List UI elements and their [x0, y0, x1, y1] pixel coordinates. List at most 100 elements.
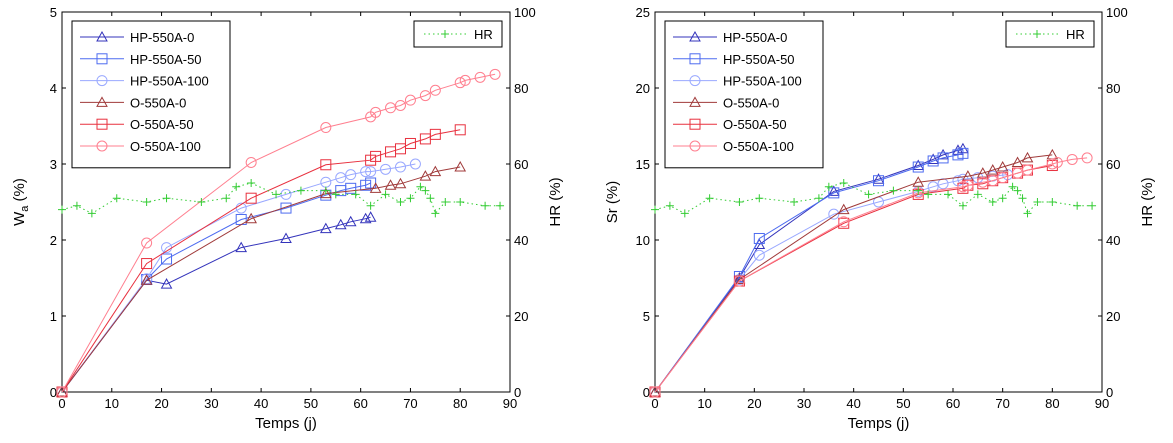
data-point-o-550a-100	[141, 237, 153, 249]
data-point-o-550a-0	[649, 385, 661, 397]
series-line-hp-550a-100	[654, 174, 1008, 393]
y2-tick-label: 20	[514, 309, 528, 324]
data-point-o-550a-0	[429, 165, 442, 177]
data-point-hr	[272, 190, 281, 199]
legend-marker	[96, 140, 108, 152]
data-point-o-550a-0	[1021, 151, 1034, 163]
y-tick-label: 5	[643, 309, 650, 324]
legend-marker	[689, 30, 701, 42]
series-hr	[58, 179, 505, 218]
data-point-hr	[1048, 198, 1057, 206]
data-point-hr	[441, 198, 450, 206]
legend-marker	[689, 53, 701, 65]
legend-label: O-550A-50	[723, 117, 787, 132]
y2-tick-label: 20	[1106, 309, 1120, 324]
series-line-hp-550a-50	[61, 182, 371, 393]
data-point-hp-550a-100	[828, 208, 840, 220]
x-tick-label: 10	[105, 396, 119, 411]
legend-marker	[96, 118, 108, 130]
data-point-hr	[814, 194, 823, 203]
series-line-hp-550a-50	[654, 152, 964, 393]
data-point-hp-550a-100	[927, 181, 939, 193]
x-tick-label: 80	[453, 396, 467, 411]
data-point-o-550a-100	[459, 74, 471, 86]
data-point-hr	[197, 198, 206, 206]
data-point-hp-550a-0	[872, 173, 885, 184]
data-point-o-550a-100	[454, 77, 466, 89]
data-point-o-550a-100	[489, 68, 501, 80]
data-point-hp-550a-50	[957, 147, 969, 159]
data-point-hr	[351, 190, 360, 199]
data-point-o-550a-0	[245, 212, 258, 224]
data-point-hp-550a-100	[335, 172, 347, 184]
data-point-hp-550a-0	[912, 159, 925, 171]
data-point-hp-550a-50	[345, 182, 357, 194]
legend-entry-hp-550a-50: HP-550A-50	[80, 52, 202, 67]
series-o-550a-100	[649, 152, 1093, 398]
data-point-hr	[735, 198, 744, 206]
data-point-o-550a-0	[912, 176, 925, 187]
series-line-o-550a-0	[654, 154, 1053, 393]
legend-label: O-550A-0	[723, 95, 779, 110]
legend-entry-o-550a-50: O-550A-50	[80, 117, 194, 132]
data-point-o-550a-0	[419, 170, 432, 181]
x-tick-label: 0	[58, 396, 65, 411]
data-point-hr	[396, 198, 405, 206]
data-point-hr	[755, 194, 764, 203]
legend-entry-hp-550a-100: HP-550A-100	[80, 74, 209, 89]
data-point-hr	[232, 182, 241, 191]
x-tick-label: 20	[747, 396, 761, 411]
series-line-o-550a-100	[61, 73, 496, 393]
data-point-o-550a-0	[56, 385, 68, 397]
data-point-hr	[1023, 209, 1032, 218]
data-point-hr	[426, 194, 435, 203]
y-tick-label: 3	[50, 157, 57, 172]
data-point-o-550a-100	[733, 275, 745, 287]
data-point-hp-550a-0	[359, 212, 372, 224]
data-point-hr	[406, 194, 415, 203]
chart-wa-vs-time: 0 10 20 30 40 50 60 70 80 90012345020406080100Tem…	[11, 5, 564, 432]
legend-entry-hp-550a-0: HP-550A-0	[80, 30, 194, 45]
legend-label: HP-550A-50	[130, 52, 202, 67]
data-point-hr	[296, 186, 305, 195]
y-tick-label: 20	[636, 81, 650, 96]
data-point-o-550a-50	[141, 258, 153, 270]
legend-hr-label: HR	[474, 27, 493, 42]
data-point-hr	[1033, 198, 1042, 206]
data-point-o-550a-0	[384, 179, 397, 190]
data-point-o-550a-100	[997, 172, 1009, 184]
data-point-hr	[222, 194, 231, 203]
x-axis-label: Temps (j)	[848, 415, 910, 432]
y-tick-label: 4	[50, 81, 57, 96]
data-point-hp-550a-50	[753, 232, 765, 244]
legend-marker	[689, 96, 701, 107]
y-tick-label: 25	[636, 5, 650, 20]
legend-marker	[689, 75, 701, 87]
data-point-o-550a-100	[1012, 167, 1024, 179]
y-tick-label: 5	[50, 5, 57, 20]
legend-entry-o-550a-0: O-550A-0	[673, 95, 779, 110]
y2-axis-label: HR (%)	[1139, 177, 1156, 226]
data-point-hr	[824, 182, 833, 191]
data-point-hp-550a-100	[753, 249, 765, 261]
x-tick-label: 60	[946, 396, 960, 411]
data-point-hr	[381, 190, 390, 199]
data-point-hp-550a-100	[380, 163, 392, 175]
legend-entry-o-550a-0: O-550A-0	[80, 95, 186, 110]
data-point-hr	[421, 186, 430, 195]
data-point-hr	[665, 201, 674, 210]
legend-label: HP-550A-0	[130, 30, 194, 45]
data-point-o-550a-100	[370, 106, 382, 118]
data-point-o-550a-50	[370, 150, 382, 162]
data-point-o-550a-100	[1081, 152, 1093, 164]
data-point-hp-550a-100	[360, 166, 372, 178]
data-point-hp-550a-50	[873, 175, 884, 187]
y2-tick-label: 80	[514, 81, 528, 96]
legend-entry-hp-550a-100: HP-550A-100	[673, 74, 802, 89]
data-point-hp-550a-100	[365, 166, 377, 178]
data-point-hr	[87, 209, 96, 218]
data-point-o-550a-0	[996, 161, 1009, 172]
data-point-hp-550a-50	[937, 152, 949, 164]
data-point-o-550a-50	[245, 192, 257, 204]
